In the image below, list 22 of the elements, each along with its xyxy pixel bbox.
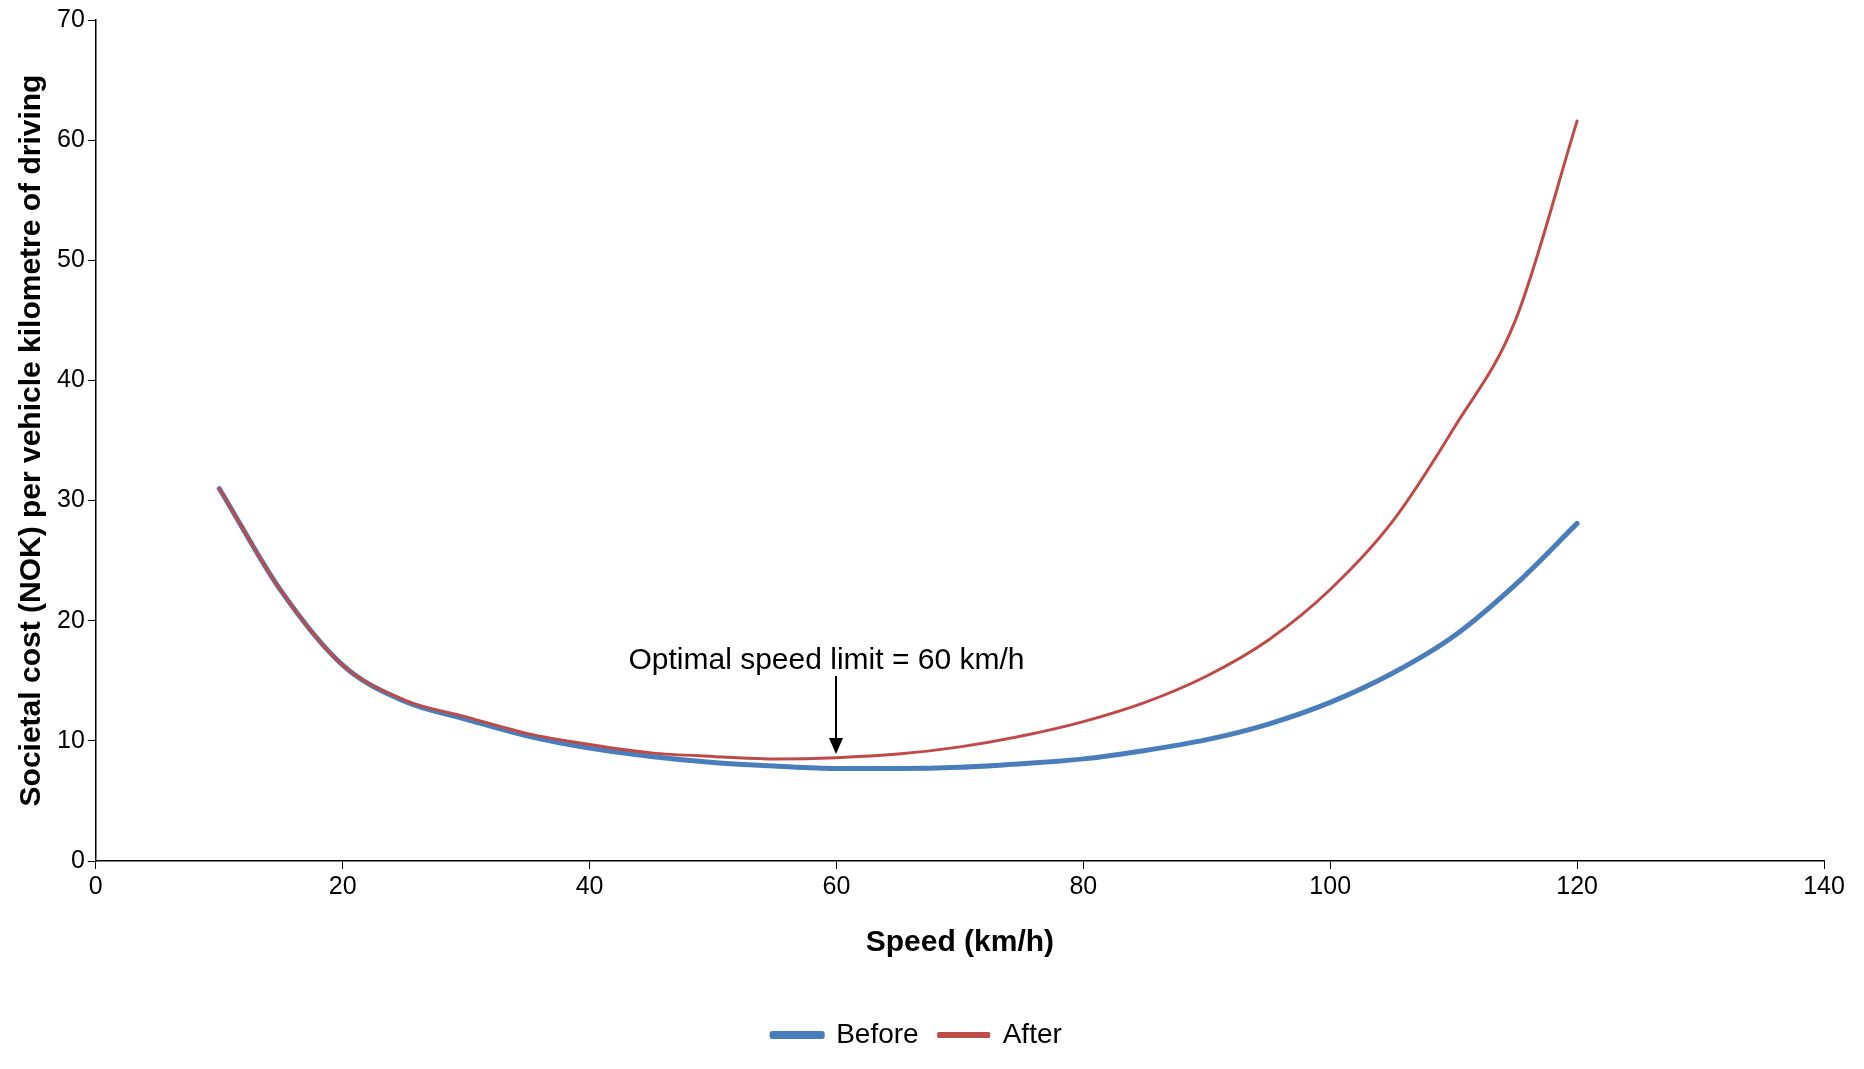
y-tick-label: 0 (70, 844, 85, 873)
y-tick-label: 10 (57, 724, 85, 753)
y-tick-label: 30 (57, 484, 85, 513)
y-tick-label: 70 (57, 3, 85, 32)
y-axis-title: Societal cost (NOK) per vehicle kilometre of driving (13, 74, 47, 807)
x-tick-label: 100 (1309, 870, 1352, 899)
x-tick-label: 140 (1803, 870, 1845, 899)
y-tick-label: 60 (57, 124, 85, 153)
y-tick-label: 20 (57, 604, 85, 633)
line-series (217, 119, 1579, 761)
x-tick-label: 0 (88, 870, 103, 899)
legend-label: After (1002, 1017, 1062, 1049)
x-tick-label: 60 (822, 870, 851, 899)
legend-label: Before (836, 1017, 919, 1049)
y-tick-label: 50 (57, 244, 85, 273)
x-tick-label: 40 (575, 870, 604, 899)
x-tick-label: 80 (1069, 870, 1098, 899)
annotation: Optimal speed limit = 60 km/h (628, 641, 1025, 675)
y-tick-label: 40 (57, 364, 85, 393)
x-axis-title: Speed (km/h) (865, 924, 1055, 958)
x-tick-label: 20 (328, 870, 357, 899)
x-tick-label: 120 (1556, 870, 1598, 899)
